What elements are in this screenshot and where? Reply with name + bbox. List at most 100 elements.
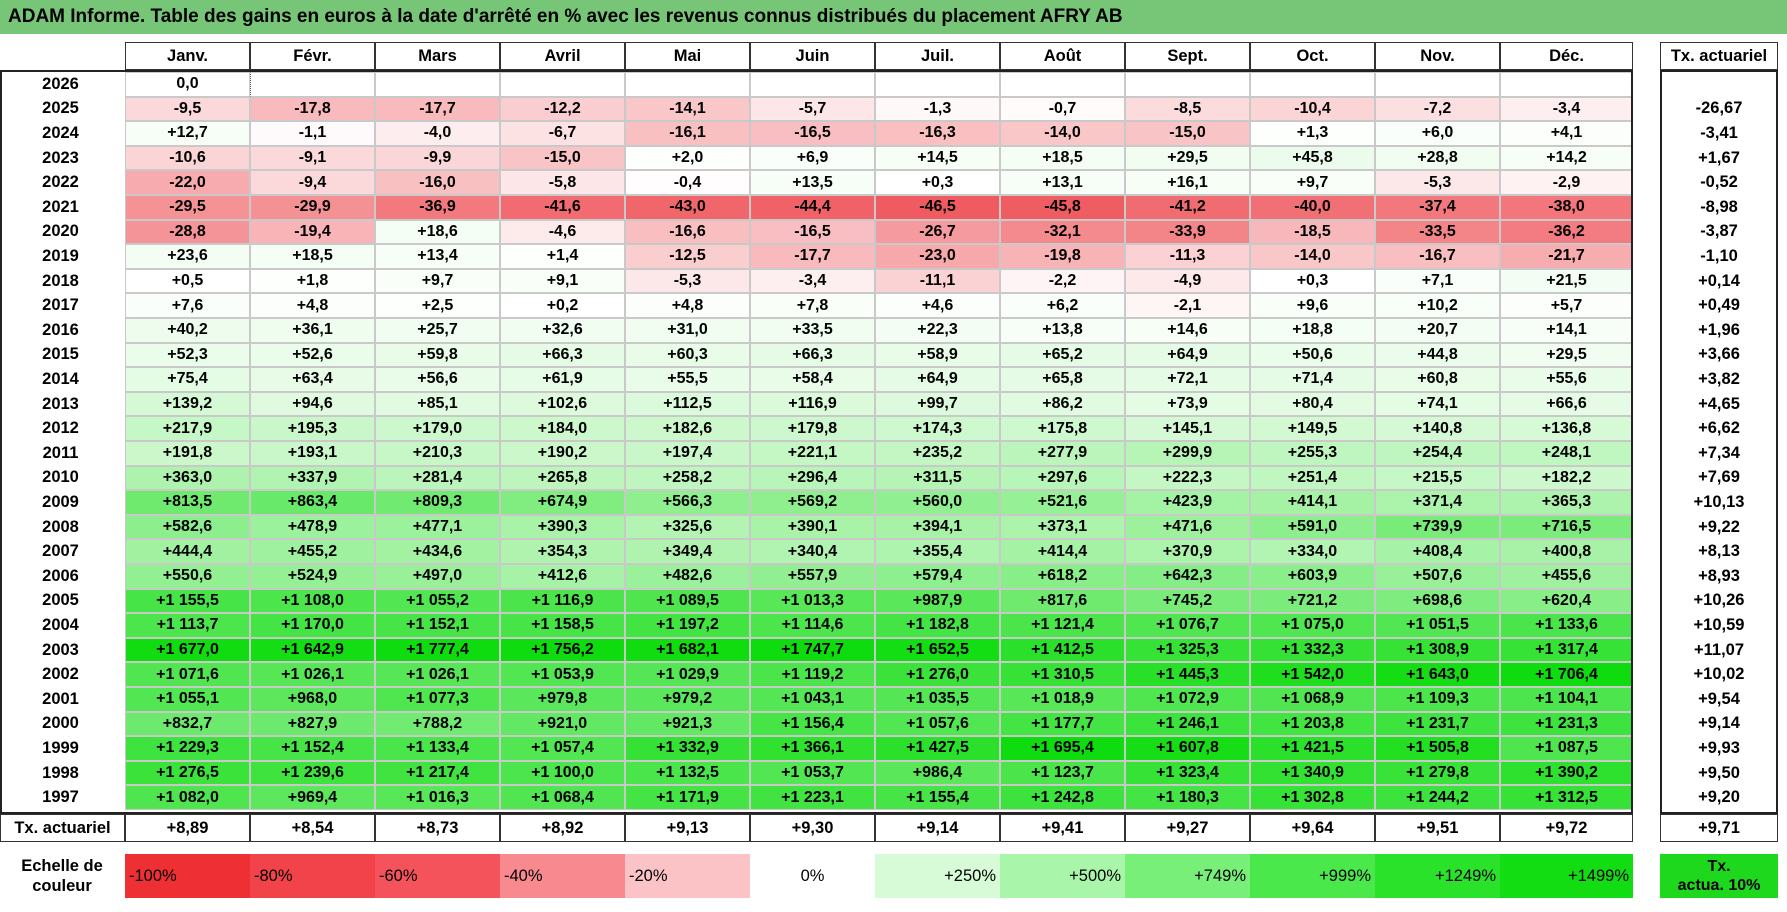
legend-swatch: +1499% (1500, 854, 1633, 898)
table-cell: -16,3 (875, 121, 1000, 146)
page-title: ADAM Informe. Table des gains en euros à… (0, 0, 1787, 34)
table-cell: +444,4 (125, 539, 250, 564)
year-label: 2001 (42, 689, 79, 708)
table-cell: +52,6 (250, 342, 375, 368)
table-cell: -2,9 (1500, 170, 1633, 195)
table-cell: +1 217,4 (375, 760, 500, 786)
table-cell: +1 035,5 (875, 687, 1000, 712)
table-cell (250, 72, 375, 97)
table-cell: +29,5 (1125, 145, 1250, 171)
table-cell: +1 332,3 (1250, 637, 1375, 663)
table-cell: -11,1 (875, 268, 1000, 294)
year-label: 2008 (42, 517, 79, 536)
table-cell: +94,6 (250, 391, 375, 417)
table-cell: -16,0 (375, 170, 500, 195)
table-cell: +550,6 (125, 564, 250, 589)
tx-actuariel-value: +1,67 (1698, 148, 1740, 167)
table-cell: -28,8 (125, 219, 250, 245)
table-cell: -9,5 (125, 96, 250, 122)
tx-actuariel-value: +0,49 (1698, 296, 1740, 315)
table-cell: +566,3 (625, 490, 750, 515)
table-cell: +179,8 (750, 416, 875, 441)
table-cell: +1 018,9 (1000, 687, 1125, 712)
table-cell (875, 72, 1000, 97)
table-cell: +716,5 (1500, 514, 1633, 540)
year-label: 2005 (42, 591, 79, 610)
year-label: 2014 (42, 369, 79, 388)
table-cell: +9,7 (1250, 170, 1375, 195)
table-cell: +45,8 (1250, 145, 1375, 171)
table-cell: +832,7 (125, 711, 250, 737)
tx-actuariel-value: +8,93 (1698, 566, 1740, 585)
table-cell: +1 121,4 (1000, 613, 1125, 638)
tx-actuariel-header: Tx. actuariel (1660, 42, 1778, 70)
table-cell: +1,4 (500, 244, 625, 269)
tx-actuariel-value: +4,65 (1698, 394, 1740, 413)
table-cell: -5,3 (1375, 170, 1500, 195)
table-cell: -2,2 (1000, 268, 1125, 294)
table-cell: +86,2 (1000, 391, 1125, 417)
table-cell: +1 312,5 (1500, 785, 1633, 810)
legend-swatch: +1249% (1375, 854, 1500, 898)
year-label: 2009 (42, 492, 79, 511)
table-cell: +1 133,4 (375, 736, 500, 761)
table-cell: +64,9 (875, 367, 1000, 392)
tx-actuariel-value: +1,96 (1698, 320, 1740, 339)
table-cell: -33,9 (1125, 219, 1250, 245)
table-cell: +603,9 (1250, 564, 1375, 589)
table-cell: +1 053,9 (500, 662, 625, 687)
table-cell: +337,9 (250, 465, 375, 491)
table-cell: +698,6 (1375, 588, 1500, 614)
year-label: 2011 (42, 443, 79, 462)
table-cell: +60,3 (625, 342, 750, 368)
table-cell: +579,4 (875, 564, 1000, 589)
tx-actuariel-value: +3,82 (1698, 369, 1740, 388)
table-cell: +921,0 (500, 711, 625, 737)
table-cell: +0,2 (500, 293, 625, 318)
table-cell: +4,8 (250, 293, 375, 318)
table-cell: +1 072,9 (1125, 687, 1250, 712)
table-cell: -5,7 (750, 96, 875, 122)
table-cell: +40,2 (125, 318, 250, 343)
table-cell: -10,6 (125, 145, 250, 171)
table-cell: +72,1 (1125, 367, 1250, 392)
table-cell: +1 279,8 (1375, 760, 1500, 786)
table-cell: -38,0 (1500, 195, 1633, 220)
table-cell: -5,8 (500, 170, 625, 195)
tx-actuariel-value: +8,13 (1698, 542, 1740, 561)
table-cell: +56,6 (375, 367, 500, 392)
table-cell: +569,2 (750, 490, 875, 515)
table-cell: +363,0 (125, 465, 250, 491)
table-cell: +1 068,9 (1250, 687, 1375, 712)
table-cell: +813,5 (125, 490, 250, 515)
table-cell (1375, 72, 1500, 97)
table-cell: +112,5 (625, 391, 750, 417)
footer-tx-value: +8,89 (125, 814, 250, 842)
tx-actuariel-value: +10,59 (1693, 615, 1745, 634)
table-cell: +373,1 (1000, 514, 1125, 540)
tx-actuariel-value: +7,34 (1698, 443, 1740, 462)
table-cell: +1 317,4 (1500, 637, 1633, 663)
table-cell: +1 777,4 (375, 637, 500, 663)
year-label: 2004 (42, 615, 79, 634)
table-cell: +149,5 (1250, 416, 1375, 441)
table-cell: +1 308,9 (1375, 637, 1500, 663)
year-label: 2024 (42, 123, 79, 142)
table-cell: +1 026,1 (375, 662, 500, 687)
table-cell: +1 197,2 (625, 613, 750, 638)
footer-tx-value: +9,51 (1375, 814, 1500, 842)
table-cell: +73,9 (1125, 391, 1250, 417)
table-cell: +99,7 (875, 391, 1000, 417)
table-cell: +145,1 (1125, 416, 1250, 441)
tx-actuariel-value: +3,66 (1698, 345, 1740, 364)
legend-swatch: -60% (375, 854, 500, 898)
table-cell: -41,2 (1125, 195, 1250, 220)
table-cell: +1 082,0 (125, 785, 250, 810)
month-header: Nov. (1375, 42, 1500, 70)
table-cell: +191,8 (125, 441, 250, 466)
year-label: 1997 (42, 788, 79, 807)
table-cell: +64,9 (1125, 342, 1250, 368)
table-cell: +412,6 (500, 564, 625, 589)
table-cell: +2,0 (625, 145, 750, 171)
table-cell: +325,6 (625, 514, 750, 540)
